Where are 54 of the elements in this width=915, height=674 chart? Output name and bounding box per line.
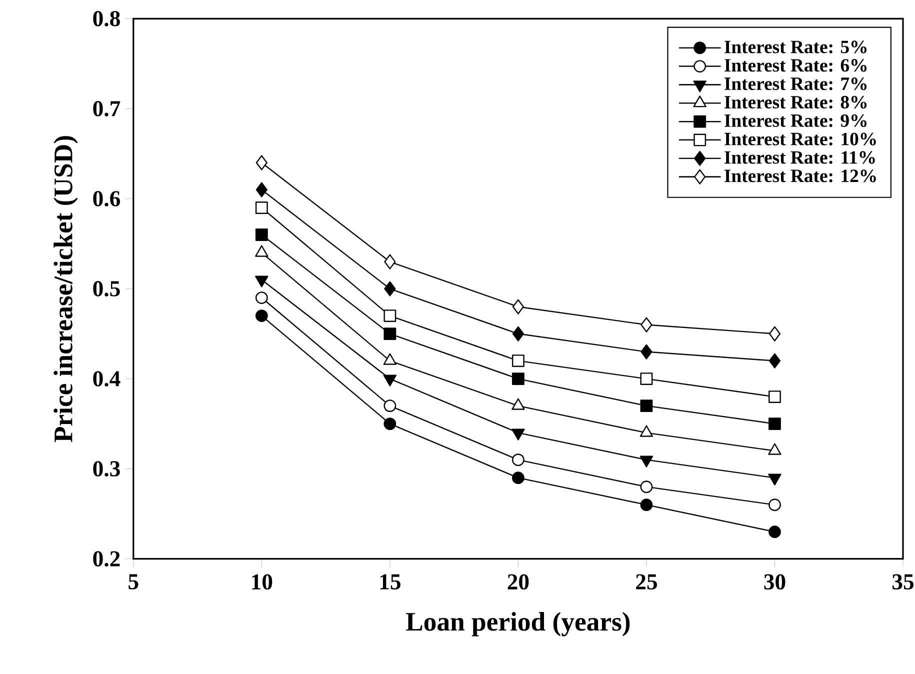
legend-label: Interest Rate: 11% bbox=[724, 151, 875, 164]
y-tick-label: 0.4 bbox=[93, 371, 120, 387]
y-tick-label: 0.5 bbox=[93, 281, 120, 297]
point bbox=[255, 310, 268, 322]
x-tick-label: 10 bbox=[252, 574, 272, 590]
y-axis-title: Price increase/ticket (USD) bbox=[54, 136, 78, 442]
x-axis-title: Loan period (years) bbox=[406, 612, 630, 637]
point bbox=[384, 328, 396, 340]
point bbox=[768, 390, 781, 404]
legend-label: Interest Rate: 12% bbox=[724, 170, 876, 182]
x-tick-label: 35 bbox=[892, 574, 914, 590]
point bbox=[768, 353, 781, 369]
point bbox=[255, 202, 268, 214]
x-tick-label: 30 bbox=[764, 574, 786, 590]
point bbox=[768, 326, 781, 342]
y-tick-label: 0.3 bbox=[93, 461, 120, 477]
point bbox=[640, 372, 653, 386]
legend-label: Interest Rate: 8% bbox=[724, 96, 866, 109]
x-tick-label: 15 bbox=[380, 574, 400, 590]
point bbox=[768, 418, 781, 430]
point bbox=[512, 472, 524, 484]
point bbox=[384, 310, 396, 322]
legend-label: Interest Rate: 6% bbox=[724, 59, 866, 72]
point bbox=[255, 292, 268, 304]
point bbox=[255, 228, 268, 242]
point bbox=[768, 526, 781, 538]
point bbox=[384, 281, 396, 297]
point bbox=[640, 344, 652, 360]
point bbox=[512, 454, 524, 466]
x-tick-label: 25 bbox=[636, 574, 657, 590]
point bbox=[640, 498, 653, 512]
y-tick-label: 0.7 bbox=[93, 101, 120, 117]
point bbox=[256, 155, 268, 170]
x-tick-label: 20 bbox=[508, 574, 529, 590]
point bbox=[384, 254, 396, 270]
x-tick-label: 5 bbox=[128, 574, 138, 590]
legend-label: Interest Rate: 5% bbox=[724, 40, 866, 54]
point bbox=[384, 418, 396, 430]
point bbox=[640, 480, 653, 494]
point bbox=[256, 182, 268, 198]
legend-label: Interest Rate: 7% bbox=[724, 78, 866, 90]
legend-label: Interest Rate: 9% bbox=[724, 114, 866, 128]
y-tick-label: 0.6 bbox=[93, 191, 120, 207]
y-tick-label: 0.8 bbox=[93, 11, 120, 27]
point bbox=[512, 299, 524, 315]
legend-label: Interest Rate: 10% bbox=[724, 132, 876, 146]
point bbox=[384, 400, 396, 412]
point bbox=[640, 317, 652, 333]
point bbox=[768, 498, 781, 512]
point bbox=[512, 354, 524, 368]
point bbox=[512, 326, 524, 342]
point bbox=[512, 372, 524, 386]
point bbox=[640, 400, 653, 412]
y-tick-label: 0.2 bbox=[93, 551, 120, 567]
